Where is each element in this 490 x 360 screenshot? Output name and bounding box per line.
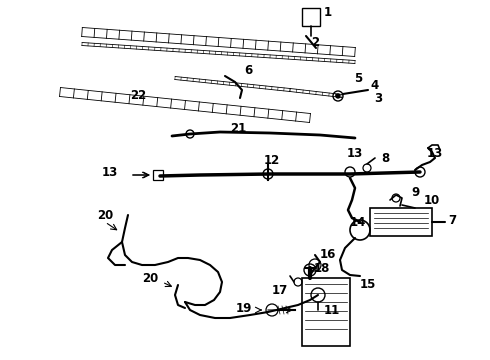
Text: 5: 5	[354, 72, 362, 85]
Text: 13: 13	[102, 166, 118, 179]
Text: 4: 4	[371, 78, 379, 91]
Text: 16: 16	[320, 248, 336, 261]
Text: 21: 21	[230, 122, 246, 135]
Text: 17: 17	[272, 284, 288, 297]
Text: 3: 3	[374, 91, 382, 104]
Text: 13: 13	[427, 147, 443, 160]
Bar	[370, 208, 432, 236]
Bar	[153, 170, 163, 180]
Text: 2: 2	[311, 36, 319, 49]
Text: 20: 20	[97, 208, 113, 221]
Text: 14: 14	[350, 216, 366, 229]
Text: 15: 15	[360, 279, 376, 292]
Text: 8: 8	[381, 152, 389, 165]
Text: 7: 7	[448, 213, 456, 226]
Text: 11: 11	[324, 303, 340, 316]
Text: 13: 13	[347, 147, 363, 160]
Text: 22: 22	[130, 89, 146, 102]
Circle shape	[336, 94, 340, 98]
Text: 12: 12	[264, 153, 280, 166]
Text: 9: 9	[411, 185, 419, 198]
Text: 20: 20	[142, 271, 158, 284]
Text: 18: 18	[314, 261, 330, 274]
Bar	[302, 8, 320, 26]
Text: 19: 19	[236, 302, 252, 315]
Text: 6: 6	[244, 63, 252, 77]
Text: 1: 1	[324, 5, 332, 18]
Text: 10: 10	[424, 194, 440, 207]
Bar	[302, 278, 350, 346]
